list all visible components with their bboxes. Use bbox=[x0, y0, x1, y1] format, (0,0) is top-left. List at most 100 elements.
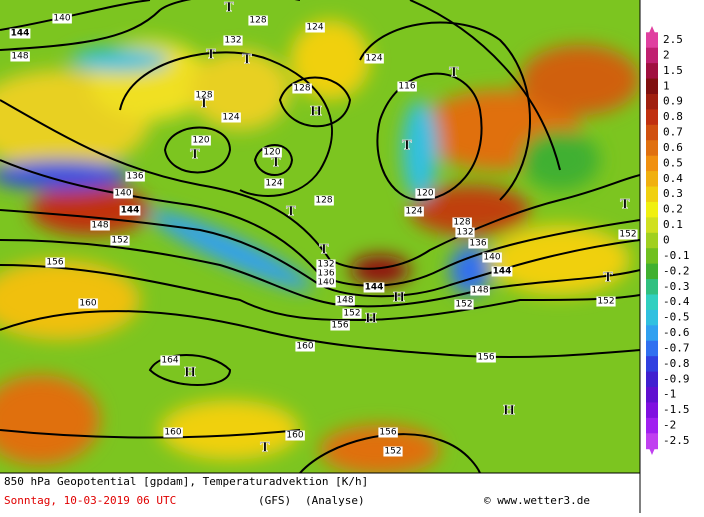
contour-label: 144 bbox=[493, 267, 512, 277]
advection-field bbox=[0, 20, 640, 473]
contour-label: 124 bbox=[265, 179, 282, 189]
contour-label-bg bbox=[335, 295, 355, 306]
contour-label: 156 bbox=[477, 353, 494, 363]
pressure-center: T bbox=[260, 441, 270, 456]
contour-label-bg bbox=[314, 195, 334, 206]
contour-label-bg bbox=[221, 112, 241, 123]
pressure-center: T bbox=[286, 205, 296, 220]
contour-label: 124 bbox=[405, 207, 422, 217]
contour-label-bg bbox=[113, 188, 133, 199]
contour-label: 144 bbox=[365, 283, 384, 293]
colorbar-swatch bbox=[646, 309, 658, 326]
contour-label: 152 bbox=[597, 297, 614, 307]
colorbar-label: -0.9 bbox=[663, 372, 690, 385]
colorbar-swatch bbox=[646, 63, 658, 80]
contour-label-bg bbox=[383, 446, 403, 457]
contour-label: 128 bbox=[195, 91, 212, 101]
colorbar-swatch bbox=[646, 248, 658, 265]
contour-label: 124 bbox=[306, 23, 323, 33]
colorbar-swatch bbox=[646, 201, 658, 218]
contour-label-bg bbox=[119, 205, 141, 216]
contour-label: 152 bbox=[619, 230, 636, 240]
contour-label-bg bbox=[330, 320, 350, 331]
colorbar-label: 0.6 bbox=[663, 141, 683, 154]
colorbar-label: -0.1 bbox=[663, 249, 690, 262]
pressure-center: T bbox=[603, 271, 613, 286]
contour-label: 140 bbox=[53, 14, 70, 24]
contour-label-bg bbox=[285, 430, 305, 441]
colorbar-swatch bbox=[646, 402, 658, 419]
contour-label: 160 bbox=[296, 342, 313, 352]
colorbar-swatch bbox=[646, 325, 658, 342]
contour-label-bg bbox=[223, 35, 243, 46]
contour-label: 152 bbox=[343, 309, 360, 319]
colorbar-swatch bbox=[646, 186, 658, 203]
colorbar-swatch bbox=[646, 47, 658, 64]
colorbar-label: 2 bbox=[663, 48, 670, 61]
colorbar-label: 0.8 bbox=[663, 110, 683, 123]
colorbar-label: 0.9 bbox=[663, 95, 683, 108]
colorbar-label: -1 bbox=[663, 388, 676, 401]
contour-label-bg bbox=[45, 257, 65, 268]
contour-label: 140 bbox=[317, 278, 334, 288]
colorbar-swatch bbox=[646, 109, 658, 126]
colorbar-label: 0 bbox=[663, 234, 670, 247]
colorbar-swatch bbox=[646, 124, 658, 141]
contour-label-bg bbox=[468, 238, 488, 249]
contour-label-bg bbox=[262, 147, 282, 158]
pressure-center: T bbox=[199, 97, 209, 112]
colorbar-label: -2.5 bbox=[663, 434, 690, 447]
contour-label-bg bbox=[160, 355, 180, 366]
contour-label-bg bbox=[78, 298, 98, 309]
map-labels: 1401441481281321241241281241281201201241… bbox=[9, 0, 638, 457]
colorbar: 2.5 2 1.5 1 0.9 0.8 0.7 0.6 0.5 0.4 0.3 0.2 0.1 0 -0.1… bbox=[646, 26, 690, 455]
colorbar-label: -0.2 bbox=[663, 264, 690, 277]
contour-label-bg bbox=[191, 135, 211, 146]
contour-label-bg bbox=[482, 252, 502, 263]
colorbar-swatch bbox=[646, 371, 658, 388]
contour-label-bg bbox=[452, 217, 472, 228]
contour-label: 160 bbox=[286, 431, 303, 441]
contour-label: 140 bbox=[114, 189, 131, 199]
colorbar-swatch bbox=[646, 155, 658, 172]
contour-label: 152 bbox=[455, 300, 472, 310]
contour-label: 132 bbox=[456, 228, 473, 238]
contour-label-bg bbox=[363, 282, 385, 293]
colorbar-label: -0.3 bbox=[663, 280, 690, 293]
colorbar-label: -0.6 bbox=[663, 326, 690, 339]
contour-label: 156 bbox=[46, 258, 63, 268]
contour-label: 140 bbox=[483, 253, 500, 263]
colorbar-label: 2.5 bbox=[663, 33, 683, 46]
colorbar-label: 0.4 bbox=[663, 172, 683, 185]
colorbar-label: 0.1 bbox=[663, 218, 683, 231]
colorbar-swatch bbox=[646, 232, 658, 249]
colorbar-label: -0.7 bbox=[663, 341, 690, 354]
pressure-center: T bbox=[242, 53, 252, 68]
pressure-center: H bbox=[503, 404, 515, 419]
contour-label: 136 bbox=[317, 269, 334, 279]
contour-label: 148 bbox=[471, 286, 488, 296]
colorbar-swatch bbox=[646, 140, 658, 157]
colorbar-swatch bbox=[646, 387, 658, 403]
contour-label-bg bbox=[110, 235, 130, 246]
contour-label-bg bbox=[364, 53, 384, 64]
contour-label-bg bbox=[264, 178, 284, 189]
contour-label: 128 bbox=[249, 16, 266, 26]
pressure-center: H bbox=[393, 291, 405, 306]
contour-label-bg bbox=[618, 229, 638, 240]
contour-label: 128 bbox=[315, 196, 332, 206]
contour-label: 156 bbox=[331, 321, 348, 331]
contour-label-bg bbox=[9, 28, 31, 39]
colorbar-swatch bbox=[646, 294, 658, 311]
copyright: © www.wetter3.de bbox=[484, 494, 590, 507]
contour-label: 160 bbox=[164, 428, 181, 438]
contour-label: 124 bbox=[222, 113, 239, 123]
contour-label: 144 bbox=[11, 29, 30, 39]
contour-label: 152 bbox=[384, 447, 401, 457]
contour-label-bg bbox=[248, 15, 268, 26]
contour-label-bg bbox=[10, 51, 30, 62]
contour-label-bg bbox=[415, 188, 435, 199]
pressure-center: H bbox=[310, 105, 322, 120]
contour-label-bg bbox=[163, 427, 183, 438]
